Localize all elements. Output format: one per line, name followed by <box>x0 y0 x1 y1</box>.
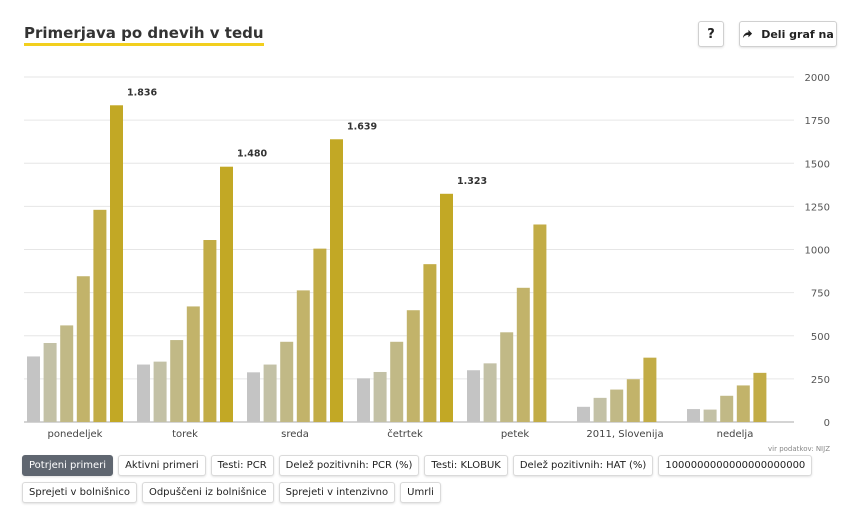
bar[interactable] <box>753 372 767 422</box>
bar[interactable] <box>687 409 700 422</box>
category-label: 2011, Slovenija <box>586 429 663 440</box>
tab-2[interactable]: Testi: PCR <box>210 455 274 476</box>
bar[interactable] <box>440 193 453 422</box>
share-button[interactable]: Deli graf na <box>739 21 837 47</box>
tab-10[interactable]: Umrli <box>400 482 441 503</box>
data-label: 1.836 <box>127 87 157 98</box>
bar[interactable] <box>703 409 717 422</box>
tab-0[interactable]: Potrjeni primeri <box>22 455 114 476</box>
share-label: Deli graf na <box>761 27 834 41</box>
bar[interactable] <box>330 139 343 422</box>
bar[interactable] <box>423 264 437 422</box>
tab-5[interactable]: Delež pozitivnih: HAT (%) <box>512 455 654 476</box>
bar[interactable] <box>43 342 57 422</box>
y-tick-label: 250 <box>811 375 830 386</box>
tab-9[interactable]: Sprejeti v intenzivno <box>278 482 396 503</box>
share-arrow-icon <box>743 29 753 38</box>
bar[interactable] <box>610 389 624 422</box>
category-label: ponedeljek <box>48 429 103 440</box>
y-tick-label: 1000 <box>805 246 830 257</box>
data-label: 1.639 <box>347 121 377 132</box>
help-label: ? <box>707 26 715 42</box>
bar[interactable] <box>186 306 200 422</box>
category-label: petek <box>501 429 530 440</box>
tab-1[interactable]: Aktivni primeri <box>118 455 206 476</box>
category-label: sreda <box>281 429 309 440</box>
data-source: vir podatkov: NIJZ <box>768 445 830 453</box>
bar[interactable] <box>357 378 370 422</box>
category-label: nedelja <box>717 429 754 440</box>
bar[interactable] <box>27 356 40 422</box>
y-tick-label: 0 <box>824 418 830 429</box>
bar[interactable] <box>137 364 150 422</box>
bar[interactable] <box>643 357 657 422</box>
tab-8[interactable]: Odpuščeni iz bolnišnice <box>141 482 274 503</box>
help-button[interactable]: ? <box>698 21 724 47</box>
bar[interactable] <box>313 248 327 422</box>
tab-4[interactable]: Testi: KLOBUK <box>424 455 508 476</box>
tab-3[interactable]: Delež pozitivnih: PCR (%) <box>278 455 420 476</box>
y-tick-label: 2000 <box>805 73 830 84</box>
bar[interactable] <box>220 166 233 422</box>
y-tick-label: 1250 <box>805 202 830 213</box>
bar[interactable] <box>110 105 123 422</box>
bars <box>27 105 767 422</box>
bar[interactable] <box>483 363 497 422</box>
data-label: 1.323 <box>457 176 487 187</box>
tab-6[interactable]: 1000000000000000000000 <box>658 455 813 476</box>
y-tick-label: 1750 <box>805 116 830 127</box>
tab-7[interactable]: Sprejeti v bolnišnico <box>22 482 137 503</box>
bar[interactable] <box>153 361 167 422</box>
data-label: 1.480 <box>237 149 267 160</box>
bar[interactable] <box>577 406 590 422</box>
bar[interactable] <box>516 287 530 422</box>
bar[interactable] <box>406 310 420 422</box>
y-tick-label: 500 <box>811 332 830 343</box>
bar[interactable] <box>203 240 217 422</box>
bar[interactable] <box>390 341 404 422</box>
bar[interactable] <box>467 370 480 422</box>
labels: 0 250 500 750 1000 1250 1500 1750 2000 ponedeljek… <box>48 73 830 440</box>
metric-tabs: Potrjeni primeri Aktivni primeri Testi: PC… <box>22 455 842 503</box>
bar[interactable] <box>533 224 547 422</box>
weekday-bar-chart: 0 250 500 750 1000 1250 1500 1750 2000 ponedeljek… <box>24 73 830 440</box>
bar[interactable] <box>76 276 90 422</box>
bar[interactable] <box>500 332 514 422</box>
chart-title: Primerjava po dnevih v tedu <box>24 24 264 46</box>
bar[interactable] <box>373 371 387 422</box>
bar[interactable] <box>626 379 640 422</box>
bar[interactable] <box>296 290 310 422</box>
gridlines <box>24 76 794 423</box>
y-tick-label: 750 <box>811 289 830 300</box>
bar[interactable] <box>593 397 607 422</box>
category-label: četrtek <box>387 428 423 440</box>
bar[interactable] <box>263 364 277 422</box>
bar[interactable] <box>736 385 750 422</box>
bar[interactable] <box>247 372 260 422</box>
bar[interactable] <box>170 340 184 422</box>
bar[interactable] <box>60 325 74 422</box>
bar[interactable] <box>93 209 107 422</box>
bar[interactable] <box>280 341 294 422</box>
bar[interactable] <box>720 395 734 422</box>
category-label: torek <box>172 429 198 440</box>
y-tick-label: 1500 <box>805 159 830 170</box>
